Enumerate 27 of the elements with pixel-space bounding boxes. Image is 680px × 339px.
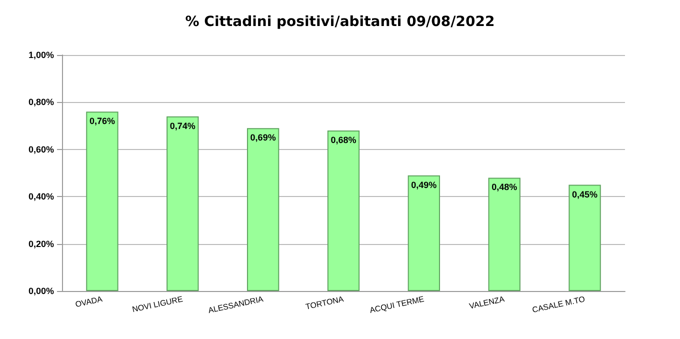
x-tick-label: TORTONA: [304, 294, 346, 312]
data-label: 0,48%: [492, 182, 518, 192]
y-tick-label: 1,00%: [28, 50, 54, 60]
y-tick-label: 0,80%: [28, 97, 54, 108]
data-label: 0,68%: [330, 135, 356, 146]
bar: [408, 175, 440, 291]
y-tick-label: 0,60%: [28, 144, 54, 154]
bar: [166, 116, 199, 291]
bar: [568, 184, 601, 291]
bar: [246, 128, 280, 291]
x-tick-label: ACQUI TERME: [368, 294, 425, 315]
data-label: 0,74%: [170, 120, 196, 131]
x-tick-label: NOVI LIGURE: [131, 294, 184, 314]
data-label: 0,45%: [572, 189, 598, 200]
bar: [488, 178, 520, 291]
x-tick-label: OVADA: [74, 294, 104, 310]
x-tick-label: CASALE M.TO: [531, 294, 586, 315]
data-label: 0,76%: [89, 116, 115, 126]
x-tick-label: VALENZA: [468, 294, 506, 311]
y-tick-label: 0,40%: [28, 192, 54, 202]
y-tick-label: 0,00%: [28, 286, 54, 296]
chart-title: % Cittadini positivi/abitanti 09/08/2022: [185, 14, 495, 30]
bar: [327, 130, 360, 291]
data-label: 0,69%: [250, 132, 276, 143]
y-tick-label: 0,20%: [28, 238, 54, 249]
bar: [86, 112, 118, 291]
data-label: 0,49%: [411, 180, 437, 190]
